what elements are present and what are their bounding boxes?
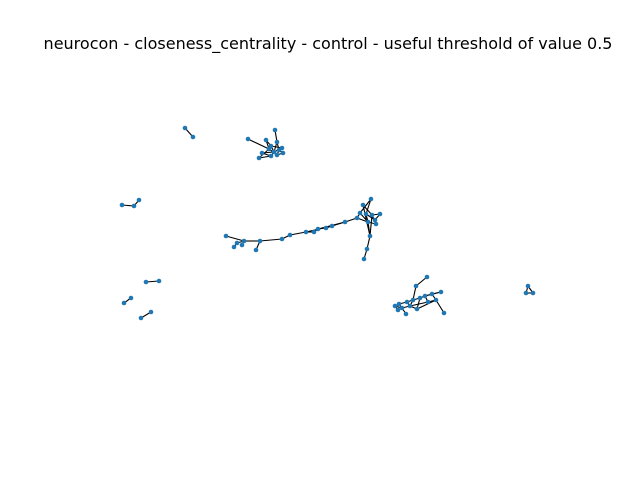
graph-node [239, 242, 245, 248]
graph-node [404, 299, 410, 305]
graph-node [377, 211, 383, 217]
graph-node [276, 147, 282, 153]
graph-node [365, 219, 371, 225]
graph-node [525, 283, 531, 289]
graph-node [182, 125, 188, 131]
graph-node [128, 295, 134, 301]
graph-node [279, 236, 285, 242]
graph-edge [289, 231, 307, 236]
graph-edge [369, 214, 373, 237]
graph-node [361, 256, 367, 262]
graph-node [369, 212, 375, 218]
graph-edge [247, 138, 270, 150]
graph-node [287, 232, 293, 238]
graph-node [259, 150, 265, 156]
graph-node [342, 219, 348, 225]
graph-node [271, 149, 277, 155]
graph-node [422, 293, 428, 299]
graph-node [263, 137, 269, 143]
graph-node [311, 229, 317, 235]
graph-node [241, 238, 247, 244]
graph-node [429, 291, 435, 297]
graph-node [245, 136, 251, 142]
graph-title: neurocon - closeness_centrality - contro… [43, 34, 613, 53]
graph-node [523, 290, 529, 296]
graph-edge [412, 285, 417, 301]
graph-node [438, 289, 444, 295]
graph-node [256, 155, 262, 161]
graph-edge [416, 299, 437, 310]
graph-node [190, 134, 196, 140]
graph-node [433, 297, 439, 303]
graph-node [138, 315, 144, 321]
graph-node [413, 283, 419, 289]
graph-node [268, 153, 274, 159]
graph-node [407, 303, 413, 309]
graph-node [329, 223, 335, 229]
graph-node [410, 297, 416, 303]
graph-node [274, 139, 280, 145]
graph-node [360, 202, 366, 208]
graph-node [414, 306, 420, 312]
graph-node [234, 240, 240, 246]
graph-node [257, 238, 263, 244]
graph-node [223, 233, 229, 239]
graph-node [280, 150, 286, 156]
graph-edge [259, 238, 283, 242]
graph-node [395, 307, 401, 313]
graph-node [136, 197, 142, 203]
graph-node [392, 303, 398, 309]
graph-edge [409, 301, 429, 307]
graph-node [372, 217, 378, 223]
graph-node [315, 226, 321, 232]
graph-edges [121, 127, 534, 319]
graph-node [417, 295, 423, 301]
graph-edge [359, 198, 372, 214]
graph-node [399, 305, 405, 311]
graph-node [403, 311, 409, 317]
graph-nodes [119, 125, 536, 321]
graph-node [364, 246, 370, 252]
graph-node [373, 221, 379, 227]
graph-node [441, 310, 447, 316]
graph-node [148, 309, 154, 315]
graph-node [119, 202, 125, 208]
graph-node [272, 127, 278, 133]
graph-node [424, 274, 430, 280]
graph-node [121, 300, 127, 306]
graph-node [368, 196, 374, 202]
graph-node [274, 152, 280, 158]
graph-node [363, 211, 369, 217]
graph-node [425, 299, 431, 305]
graph-node [253, 247, 259, 253]
graph-edge [225, 235, 245, 242]
graph-node [156, 278, 162, 284]
graph-edge [365, 198, 372, 215]
graph-node [266, 146, 272, 152]
graph-edge [415, 276, 428, 287]
graph-node [396, 301, 402, 307]
graph-node [357, 210, 363, 216]
graph-node [231, 244, 237, 250]
graph-edge [435, 299, 445, 314]
graph-node [131, 203, 137, 209]
graph-node [354, 215, 360, 221]
graph-node [367, 233, 373, 239]
graph-node [323, 225, 329, 231]
graph-node [303, 229, 309, 235]
graph-node [530, 290, 536, 296]
graph-node [143, 279, 149, 285]
